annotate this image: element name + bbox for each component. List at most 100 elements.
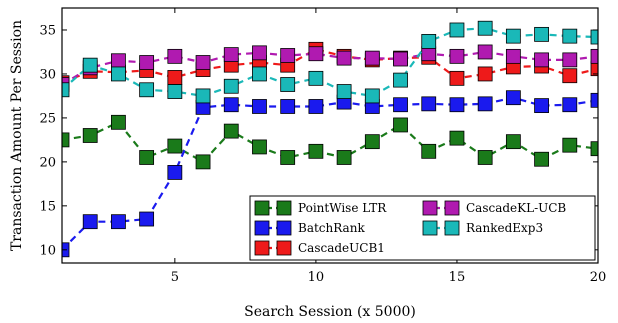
y-tick-label: 10 (39, 243, 56, 258)
data-point (167, 84, 183, 99)
legend-label: PointWise LTR (298, 201, 387, 215)
y-axis-label: Transaction Amount Per Session (9, 20, 25, 251)
data-point (421, 143, 437, 159)
data-point (534, 151, 549, 167)
data-point (167, 165, 183, 180)
data-point (223, 97, 239, 113)
legend-marker (444, 220, 460, 236)
legend-marker (254, 240, 270, 256)
y-tick-label: 15 (39, 199, 56, 214)
data-point (534, 98, 549, 114)
data-point (449, 22, 465, 38)
data-point (195, 55, 211, 70)
data-point (139, 211, 155, 227)
data-point (252, 66, 267, 82)
data-point (111, 214, 126, 230)
legend-item: CascadeKL-UCB (422, 200, 566, 216)
data-point (252, 45, 267, 61)
series-pointwise-ltr (62, 114, 598, 170)
data-point (195, 88, 211, 104)
series-rankedexp3 (62, 20, 598, 104)
data-point (449, 48, 465, 64)
legend-label: CascadeKL-UCB (466, 201, 566, 215)
data-point (111, 66, 126, 82)
data-point (562, 97, 578, 113)
data-point (139, 150, 155, 165)
data-point (280, 77, 296, 92)
data-point (364, 134, 380, 150)
data-point (477, 150, 493, 165)
legend-label: RankedExp3 (466, 221, 543, 235)
data-point (449, 70, 465, 86)
y-tick-label: 25 (39, 111, 56, 126)
data-point (280, 48, 296, 63)
data-point (393, 72, 408, 88)
ticks-layer: 5 10 15 20 10 15 20 25 30 35 (39, 8, 606, 285)
series-line (62, 48, 598, 84)
legend-item: RankedExp3 (422, 220, 543, 236)
data-point (252, 139, 267, 155)
data-point (562, 68, 578, 84)
data-point (336, 150, 352, 165)
data-point (449, 130, 465, 146)
legend-label: BatchRank (298, 221, 365, 235)
data-point (393, 117, 408, 133)
data-point (336, 84, 352, 99)
x-tick-label: 15 (449, 270, 466, 285)
legend-marker (254, 200, 270, 216)
data-point (477, 20, 493, 36)
data-point (82, 214, 98, 230)
legend-item: CascadeUCB1 (254, 240, 385, 256)
data-point (393, 51, 408, 67)
legend-marker (422, 220, 438, 236)
y-tick-label: 35 (39, 23, 56, 38)
data-point (111, 114, 126, 130)
data-point (590, 61, 598, 77)
data-point (336, 50, 352, 66)
data-point (280, 99, 296, 114)
data-point (590, 48, 598, 64)
data-point (449, 97, 465, 113)
legend: PointWise LTR BatchRank CascadeUCB1 Cascade… (249, 195, 596, 261)
data-point (308, 46, 324, 62)
data-point (421, 96, 437, 112)
legend-marker (444, 200, 460, 216)
data-point (534, 26, 549, 42)
legend-item: PointWise LTR (254, 200, 387, 216)
data-point (562, 52, 578, 68)
data-point (505, 90, 521, 106)
legend-marker (422, 200, 438, 216)
x-tick-label: 10 (308, 270, 325, 285)
x-axis-label: Search Session (x 5000) (244, 304, 416, 320)
data-point (562, 137, 578, 153)
data-point (82, 57, 98, 73)
legend-marker (276, 220, 292, 236)
data-point (364, 50, 380, 66)
data-point (477, 44, 493, 60)
legend-label: CascadeUCB1 (298, 241, 385, 255)
data-point (62, 132, 70, 148)
legend-marker (276, 240, 292, 256)
data-point (223, 47, 239, 63)
data-point (308, 70, 324, 86)
legend-item: BatchRank (254, 220, 365, 236)
y-tick-label: 30 (39, 67, 56, 82)
data-point (82, 128, 98, 143)
data-point (477, 96, 493, 112)
legend-marker (254, 220, 270, 236)
data-point (421, 34, 437, 49)
data-point (364, 88, 380, 104)
series-cascadeucb1 (62, 41, 598, 91)
data-point (167, 48, 183, 64)
data-point (562, 28, 578, 44)
data-point (308, 143, 324, 159)
data-point (505, 134, 521, 150)
data-point (421, 46, 437, 62)
data-point (590, 92, 598, 108)
x-tick-label: 5 (171, 270, 179, 285)
data-point (590, 141, 598, 157)
series-batchrank (62, 90, 598, 258)
plot-frame (61, 7, 599, 264)
data-point (252, 99, 267, 114)
